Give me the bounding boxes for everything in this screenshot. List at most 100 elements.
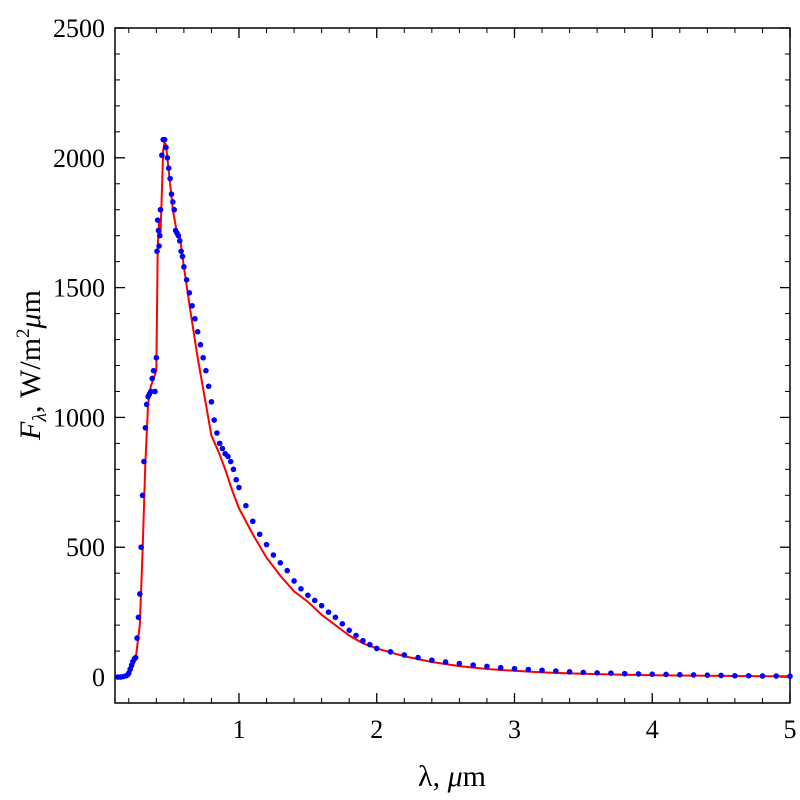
data-point xyxy=(159,152,165,159)
y-axis-label-sup: 2 xyxy=(13,328,34,338)
data-point xyxy=(156,232,163,239)
data-point xyxy=(677,671,683,678)
data-point xyxy=(142,425,149,431)
data-point xyxy=(243,502,249,509)
data-point xyxy=(135,614,142,621)
data-point xyxy=(470,662,476,668)
data-point xyxy=(484,663,490,670)
y-tick-label: 2000 xyxy=(53,144,105,173)
data-point xyxy=(200,354,206,361)
data-point xyxy=(718,672,724,679)
y-axis-label: Fλ, W/m2μm xyxy=(13,290,51,441)
x-tick-label: 1 xyxy=(232,715,245,744)
data-point xyxy=(171,206,178,213)
data-point xyxy=(165,165,172,171)
x-axis-label-mu: μ xyxy=(447,760,463,793)
data-point xyxy=(415,654,421,661)
data-point xyxy=(270,552,277,558)
data-point xyxy=(181,264,187,270)
data-point xyxy=(256,531,263,538)
data-point xyxy=(139,492,146,499)
data-point xyxy=(539,667,545,674)
data-point xyxy=(311,597,318,604)
data-point xyxy=(214,430,220,436)
data-point xyxy=(773,673,780,679)
data-point xyxy=(163,144,169,151)
data-point xyxy=(192,315,198,322)
data-point xyxy=(208,399,215,405)
y-tick-label: 1000 xyxy=(53,403,105,432)
data-point xyxy=(360,637,366,644)
x-tick-label: 2 xyxy=(370,715,383,744)
data-point xyxy=(663,671,669,678)
data-point xyxy=(732,672,738,679)
data-point xyxy=(429,657,435,663)
data-point xyxy=(580,669,587,676)
data-point xyxy=(745,672,752,679)
data-point xyxy=(194,328,201,335)
data-point xyxy=(373,645,380,652)
data-point xyxy=(230,466,237,473)
data-point xyxy=(175,232,182,239)
y-axis-label-sep: , W/m xyxy=(14,338,47,413)
data-point xyxy=(138,544,144,551)
data-point xyxy=(442,659,449,665)
data-point xyxy=(137,591,143,597)
data-point xyxy=(197,341,204,348)
data-point xyxy=(141,458,147,465)
data-point xyxy=(155,227,162,234)
data-point xyxy=(759,673,766,679)
data-point xyxy=(332,614,339,621)
data-point xyxy=(179,253,186,260)
data-point xyxy=(277,560,284,566)
data-point xyxy=(511,665,518,672)
data-point xyxy=(170,199,176,205)
x-tick-labels: 1 2 3 4 5 xyxy=(232,715,796,744)
y-axis-label-unit: m xyxy=(14,290,47,313)
data-point xyxy=(621,670,628,677)
data-point xyxy=(167,175,173,182)
series-points xyxy=(114,136,793,680)
data-point xyxy=(132,654,139,661)
data-point xyxy=(183,277,190,283)
data-point xyxy=(233,476,240,483)
y-tick-label: 0 xyxy=(92,663,105,692)
y-axis-label-mu: μ xyxy=(14,313,47,329)
y-tick-label: 2500 xyxy=(53,14,105,43)
data-point xyxy=(211,417,217,423)
data-point xyxy=(148,388,154,395)
x-axis-label-symbol: λ xyxy=(418,760,433,793)
x-axis-label: λ, μm xyxy=(418,760,486,793)
data-point xyxy=(161,136,168,143)
data-point xyxy=(305,592,311,599)
data-point xyxy=(787,673,793,680)
y-axis-label-sub: λ xyxy=(29,413,51,423)
x-tick-label: 4 xyxy=(646,715,659,744)
data-point xyxy=(156,243,162,249)
data-point xyxy=(134,635,140,641)
data-point xyxy=(346,627,352,634)
data-point xyxy=(497,664,504,671)
data-point xyxy=(635,671,642,677)
data-point xyxy=(227,458,234,465)
data-point xyxy=(249,518,256,525)
data-point xyxy=(205,383,212,390)
data-point xyxy=(291,578,297,584)
data-point xyxy=(594,670,600,676)
data-point xyxy=(525,666,532,673)
data-point xyxy=(704,672,711,679)
series-curve xyxy=(114,139,790,679)
data-point xyxy=(236,484,242,491)
data-point xyxy=(353,632,359,639)
data-point xyxy=(325,609,332,615)
data-point xyxy=(367,641,373,648)
data-point xyxy=(318,602,325,609)
y-tick-labels: 0 500 1000 1500 2000 2500 xyxy=(53,14,105,692)
data-point xyxy=(553,668,559,674)
data-point xyxy=(608,670,614,676)
data-point xyxy=(456,660,463,667)
x-axis-label-unit: m xyxy=(463,760,486,793)
data-point xyxy=(219,445,226,452)
y-tick-label: 500 xyxy=(66,533,105,562)
data-point xyxy=(178,248,184,255)
